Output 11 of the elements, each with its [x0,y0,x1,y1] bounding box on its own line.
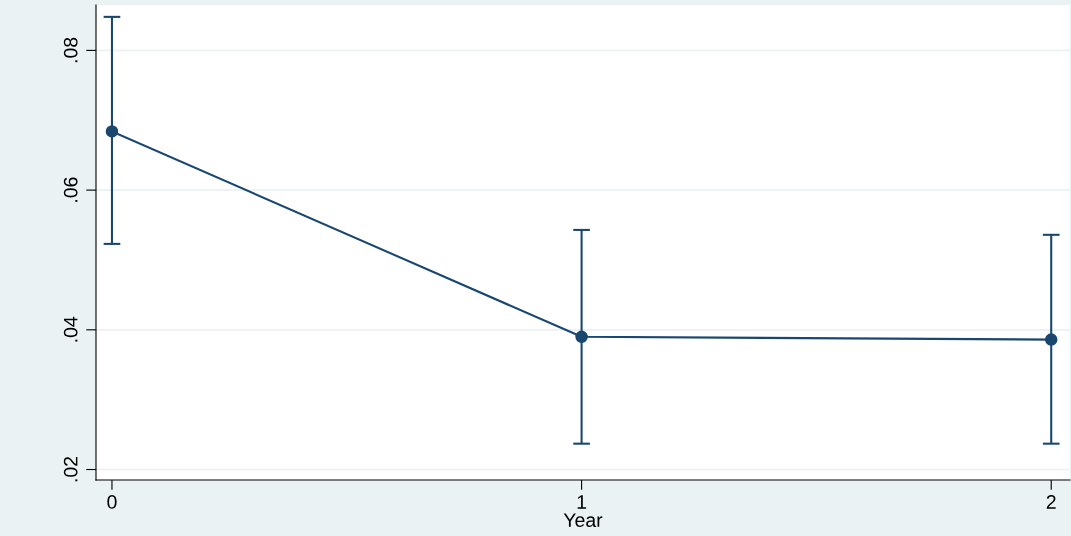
point [1044,333,1058,346]
y-tick-label: .08 [63,37,78,63]
x-tick-label: 2 [1046,495,1056,509]
y-tick-label: .06 [63,177,78,202]
x-tick-label: 0 [107,495,117,509]
y-tick-label: .02 [63,456,78,482]
x-axis-title: Year [563,513,603,527]
point [575,330,588,344]
point [105,125,119,138]
y-tick-label: .04 [63,316,78,342]
x-tick-label: 1 [577,495,587,509]
